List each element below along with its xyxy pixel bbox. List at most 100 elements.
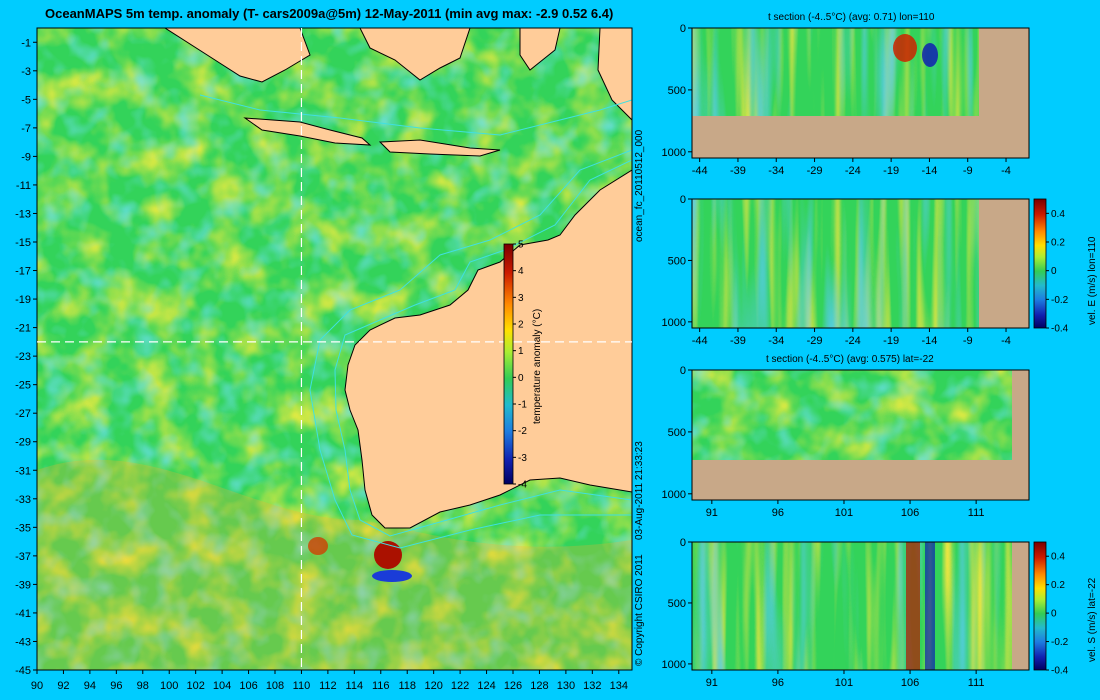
map-x-tick-label: 104 (213, 680, 231, 692)
section-t-lat-title: t section (-4..5°C) (avg: 0.575) lat=-22 (766, 354, 934, 365)
map-colorbar-tick-label: -3 (518, 453, 527, 464)
section-x-tick-label: 96 (772, 507, 784, 519)
section-v-lon-frame (691, 198, 1030, 329)
section-x-tick-label: -29 (807, 335, 823, 347)
section-t-lon-frame (691, 27, 1030, 159)
vel-e-colorbar-label: vel. E (m/s) lon=110 (1087, 236, 1098, 325)
section-colorbar-tick-label: 0.4 (1051, 552, 1065, 563)
section-colorbar-tick-label: -0.4 (1051, 666, 1069, 677)
map-y-tick-label: -35 (15, 522, 31, 534)
map-colorbar-gradient (503, 243, 514, 485)
map-y-tick-label: -3 (21, 66, 31, 78)
section-colorbar-tick-label: 0.2 (1051, 238, 1065, 249)
map-leeuwin-eddy (374, 541, 402, 569)
map-y-tick-label: -25 (15, 380, 31, 392)
map-x-tick-label: 116 (372, 680, 390, 692)
map-colorbar-ticks: 5 4 3 2 1 0 -1 -2 -3 -4 (513, 240, 527, 491)
map-colorbar-tick-label: -4 (518, 480, 527, 491)
map-y-tick-label: -11 (16, 180, 31, 192)
section-x-tick-label: -34 (768, 335, 784, 347)
section-x-tick-label: -19 (883, 165, 899, 177)
section-v-lat-red-band (906, 542, 920, 670)
map-y-tick-label: -21 (15, 323, 31, 335)
map-colorbar-tick-label: 1 (518, 346, 524, 357)
land-new-guinea (597, 28, 632, 121)
timestamp-label: 03-Aug-2011 21:33:23 (634, 441, 645, 540)
section-v-lon-cool (692, 199, 979, 328)
section-x-tick-label: -44 (692, 165, 708, 177)
land-australia (344, 169, 632, 529)
section-y-tick-label: 1000 (662, 147, 686, 159)
map-colorbar-tick-label: 3 (518, 293, 524, 304)
section-x-tick-label: 91 (706, 677, 718, 689)
section-y-tick-label: 500 (668, 85, 686, 97)
section-v-lat-blue-band (925, 542, 935, 670)
map-x-tick-label: 94 (84, 680, 96, 692)
map-southern-ocean-warm-band (37, 459, 632, 670)
map-y-tick-label: -41 (15, 608, 31, 620)
section-t-lon-cool (692, 28, 979, 116)
section-x-tick-label: -9 (963, 165, 973, 177)
map-warm-eddy-2 (308, 537, 328, 555)
map-x-tick-label: 98 (137, 680, 149, 692)
section-x-tick-label: 96 (772, 677, 784, 689)
map-y-tick-label: -13 (15, 208, 31, 220)
section-v-lat-frame (691, 541, 1030, 671)
map-x-tick-label: 102 (186, 680, 204, 692)
section-x-tick-label: -44 (692, 335, 708, 347)
section-y-tick-label: 1000 (662, 317, 686, 329)
map-y-tick-label: -9 (21, 151, 31, 163)
map-x-tick-label: 96 (110, 680, 122, 692)
section-x-tick-label: -39 (730, 165, 746, 177)
map-x-tick-label: 132 (583, 680, 601, 692)
map-x-tick-label: 124 (477, 680, 495, 692)
page-title: OceanMAPS 5m temp. anomaly (T- cars2009a… (45, 6, 614, 21)
map-x-tick-label: 100 (160, 680, 178, 692)
section-colorbar-tick-label: 0.4 (1051, 209, 1065, 220)
section-y-tick-label: 500 (668, 598, 686, 610)
map-y-tick-label: -5 (21, 94, 31, 106)
section-colorbar-tick-label: 0 (1051, 266, 1057, 277)
map-colorbar-tick-label: -1 (518, 400, 527, 411)
section-colorbar-tick-label: -0.4 (1051, 324, 1069, 335)
section-y-tick-label: 0 (680, 194, 686, 206)
section-y-tick-label: 1000 (662, 659, 686, 671)
section-x-tick-label: -19 (883, 335, 899, 347)
section-x-tick-label: -14 (921, 165, 937, 177)
land-java (243, 117, 372, 146)
section-t-lon-hot-spot (893, 34, 917, 62)
map-y-tick-label: -31 (15, 465, 31, 477)
map-x-tick-label: 110 (293, 680, 311, 692)
map-colorbar-tick-label: 5 (518, 240, 524, 251)
map-cold-eddy (372, 570, 412, 582)
map-x-tick-label: 120 (424, 680, 442, 692)
map-x-tick-label: 114 (346, 680, 364, 692)
map-y-tick-label: -7 (21, 123, 31, 135)
section-v-lon (691, 198, 1030, 329)
vel-s-colorbar (1033, 541, 1047, 671)
vel-s-colorbar-label: vel. S (m/s) lat=-22 (1087, 577, 1098, 662)
map-x-tick-label: 130 (557, 680, 575, 692)
section-x-tick-label: -4 (1001, 165, 1011, 177)
map-x-tick-label: 90 (31, 680, 43, 692)
map-y-tick-label: -29 (15, 437, 31, 449)
map-colorbar-tick-label: 4 (518, 266, 524, 277)
section-y-tick-label: 500 (668, 255, 686, 267)
section-colorbar-tick-label: -0.2 (1051, 637, 1069, 648)
bathymetry-contour-3 (199, 94, 632, 136)
land-borneo (359, 28, 471, 81)
map-colorbar-label: temperature anomaly (°C) (532, 308, 543, 424)
section-x-tick-label: 101 (835, 507, 853, 519)
section-x-tick-label: -9 (963, 335, 973, 347)
section-colorbar-tick-label: -0.2 (1051, 295, 1069, 306)
map-colorbar-tick-label: 0 (518, 373, 524, 384)
map-y-tick-label: -23 (15, 351, 31, 363)
section-x-tick-label: 106 (901, 507, 919, 519)
map-y-tick-label: -27 (15, 408, 31, 420)
map-y-axis: -1 -3 -5 -7 -9 -11 -13 -15 -17 -19 -21 -23 -25 -27 -29… (15, 37, 37, 677)
map-y-tick-label: -17 (15, 266, 31, 278)
section-x-tick-label: -39 (730, 335, 746, 347)
section-x-tick-label: 111 (968, 507, 985, 519)
section-t-lat-cool (692, 370, 1012, 460)
section-x-tick-label: -24 (845, 165, 861, 177)
